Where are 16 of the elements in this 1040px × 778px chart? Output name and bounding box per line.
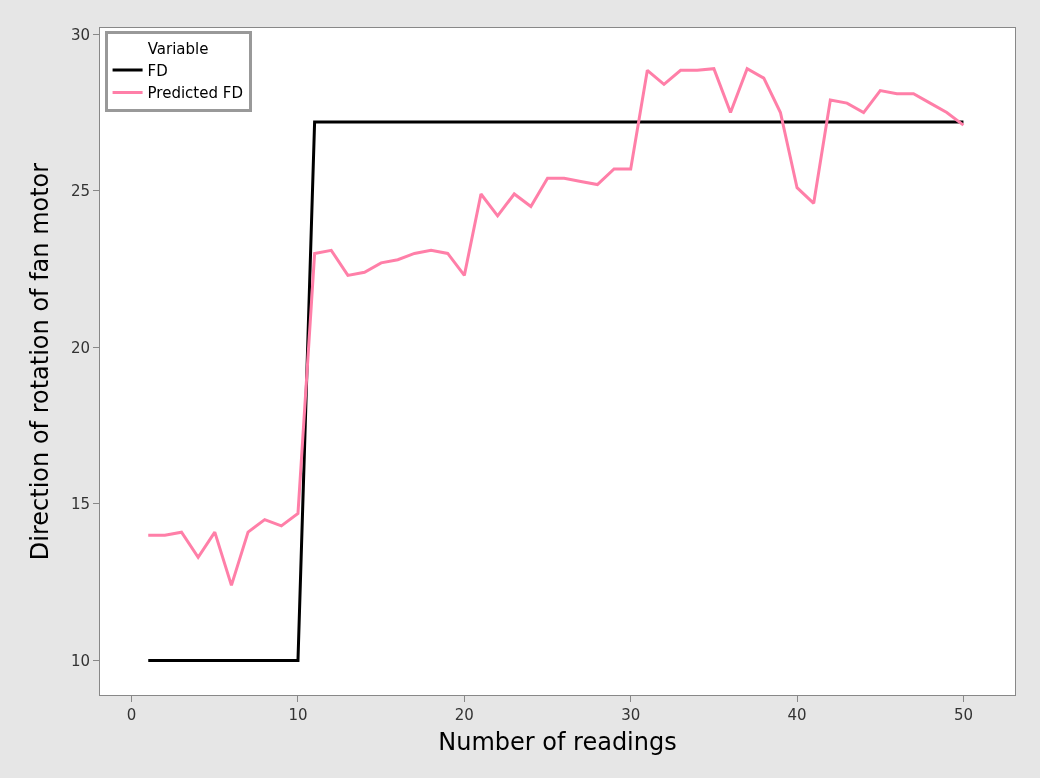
x-tick-label: 50 <box>953 706 973 724</box>
x-tick-label: 40 <box>787 706 807 724</box>
legend-label: FD <box>147 61 168 80</box>
y-tick-label: 25 <box>70 182 90 201</box>
legend-label: Predicted FD <box>147 84 243 103</box>
x-tick-label: 30 <box>621 706 641 724</box>
y-tick-label: 10 <box>70 651 90 670</box>
y-tick-label: 30 <box>70 25 90 44</box>
x-tick-label: 20 <box>454 706 474 724</box>
y-tick-label: 20 <box>70 338 90 357</box>
x-axis-title: Number of readings <box>438 728 677 757</box>
y-axis-title: Direction of rotation of fan motor <box>26 162 55 561</box>
legend-title: Variable <box>147 39 209 58</box>
y-tick-label: 15 <box>70 495 90 514</box>
x-tick-label: 0 <box>126 706 137 724</box>
x-tick-label: 10 <box>288 706 308 724</box>
